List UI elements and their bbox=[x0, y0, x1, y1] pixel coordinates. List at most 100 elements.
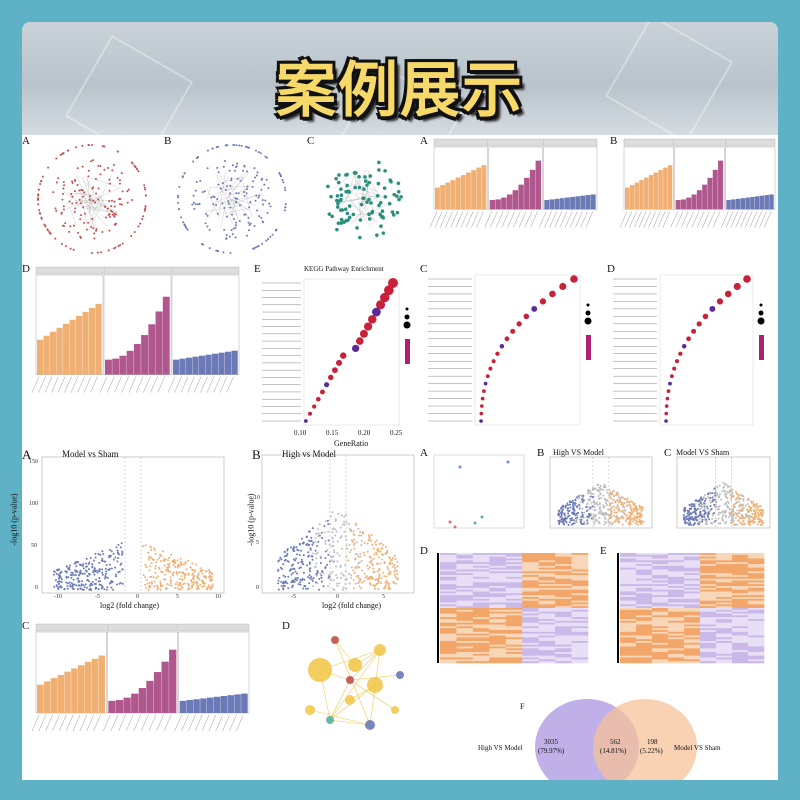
volcano-point bbox=[753, 516, 756, 519]
pathway-dot bbox=[495, 351, 500, 356]
pathway-dot bbox=[312, 404, 317, 409]
go-bar bbox=[225, 351, 232, 375]
heatmap-cell bbox=[522, 604, 539, 607]
volcano-point bbox=[325, 520, 328, 523]
go-bar bbox=[192, 356, 199, 375]
network-node bbox=[377, 160, 381, 165]
heatmap-cell bbox=[571, 600, 589, 603]
volcano-point bbox=[597, 512, 600, 515]
volcano-point bbox=[101, 573, 104, 576]
go-term-label bbox=[70, 376, 79, 393]
volcano-point bbox=[571, 499, 574, 502]
heatmap-cell bbox=[522, 591, 539, 594]
volcano-point bbox=[718, 484, 721, 487]
heatmap-cell bbox=[571, 569, 589, 572]
go-term-label bbox=[759, 211, 767, 228]
volcano-point bbox=[282, 584, 285, 587]
volcano-point bbox=[375, 553, 378, 556]
network-node bbox=[118, 198, 121, 201]
network-node bbox=[46, 228, 49, 231]
network-node bbox=[71, 182, 74, 185]
heatmap-cell bbox=[472, 609, 490, 612]
volcano-point bbox=[378, 575, 381, 578]
volcano-point bbox=[295, 546, 298, 549]
heatmap-cell bbox=[571, 609, 589, 612]
volcano-point bbox=[559, 516, 562, 519]
network-node bbox=[345, 183, 349, 188]
volcano-point bbox=[572, 513, 575, 516]
volcano-point bbox=[568, 514, 571, 517]
volcano-point bbox=[91, 584, 94, 587]
network-node bbox=[375, 233, 379, 237]
network-node bbox=[231, 213, 234, 216]
go-term-label bbox=[681, 211, 689, 228]
heatmap-cell bbox=[636, 606, 653, 609]
network-node bbox=[234, 236, 237, 239]
go-term-label bbox=[135, 376, 144, 393]
volcano-point bbox=[698, 497, 701, 500]
volcano-point bbox=[732, 509, 735, 512]
network-edge bbox=[88, 199, 104, 230]
heatmap-cell bbox=[538, 582, 556, 585]
network-node bbox=[119, 244, 122, 247]
heatmap-cell bbox=[440, 578, 457, 581]
volcano-point bbox=[187, 572, 190, 575]
network-node bbox=[359, 202, 364, 207]
network-node bbox=[84, 212, 87, 215]
heatmap-cell bbox=[489, 565, 507, 568]
volcano-point bbox=[736, 523, 739, 526]
volcano-point bbox=[696, 507, 699, 510]
heatmap-cell bbox=[555, 622, 572, 625]
heatmap-cell bbox=[456, 631, 474, 634]
go-term-label bbox=[208, 714, 217, 732]
volcano-point bbox=[591, 496, 594, 499]
volcano-point bbox=[756, 517, 759, 520]
go-term-label bbox=[133, 714, 141, 732]
volcano-point bbox=[53, 585, 56, 588]
network-node bbox=[336, 180, 341, 185]
network-node bbox=[387, 201, 392, 206]
volcano-point bbox=[758, 520, 761, 523]
volcano-point bbox=[118, 570, 121, 573]
volcano-point bbox=[730, 488, 733, 491]
x-tick: -5 bbox=[95, 594, 100, 600]
heatmap-cell bbox=[489, 635, 507, 638]
panel-letter: C bbox=[420, 263, 428, 275]
volcano-point bbox=[308, 570, 311, 573]
volcano-point bbox=[55, 584, 58, 587]
volcano-point bbox=[320, 576, 323, 579]
volcano-panel-a: A Model vs Sham -10 -5 0 5 10 0 50 100 1… bbox=[10, 445, 232, 615]
heatmap-cell bbox=[684, 611, 701, 614]
volcano-point bbox=[388, 572, 391, 575]
heatmap-cell bbox=[555, 591, 572, 594]
heatmap-cell bbox=[684, 576, 701, 579]
heatmap-cell bbox=[440, 635, 457, 638]
heatmap-cell bbox=[538, 644, 556, 647]
volcano-point bbox=[714, 490, 717, 493]
volcano-point bbox=[70, 582, 73, 585]
volcano-point bbox=[81, 572, 84, 575]
volcano-point bbox=[120, 542, 123, 545]
volcano-point bbox=[560, 506, 563, 509]
volcano-point bbox=[196, 584, 199, 587]
heatmap-cell bbox=[636, 646, 653, 649]
volcano-point bbox=[561, 517, 564, 520]
heatmap-cell bbox=[748, 600, 765, 603]
network-node bbox=[121, 242, 124, 245]
heatmap-cell bbox=[522, 569, 539, 572]
volcano-point bbox=[354, 552, 357, 555]
heatmap-cell bbox=[716, 606, 733, 609]
size-legend-dot bbox=[585, 310, 591, 316]
go-bar bbox=[590, 194, 596, 210]
heatmap-cell bbox=[538, 659, 556, 662]
heatmap-cell bbox=[700, 606, 717, 609]
go-term-label bbox=[206, 376, 215, 393]
volcano-point bbox=[286, 549, 289, 552]
volcano-point bbox=[323, 525, 326, 528]
heatmap-cell bbox=[555, 655, 572, 658]
network-node bbox=[80, 214, 83, 217]
volcano-point bbox=[164, 573, 167, 576]
go-bar bbox=[193, 699, 200, 713]
volcano-point bbox=[603, 484, 606, 487]
heatmap-cell bbox=[636, 586, 653, 589]
